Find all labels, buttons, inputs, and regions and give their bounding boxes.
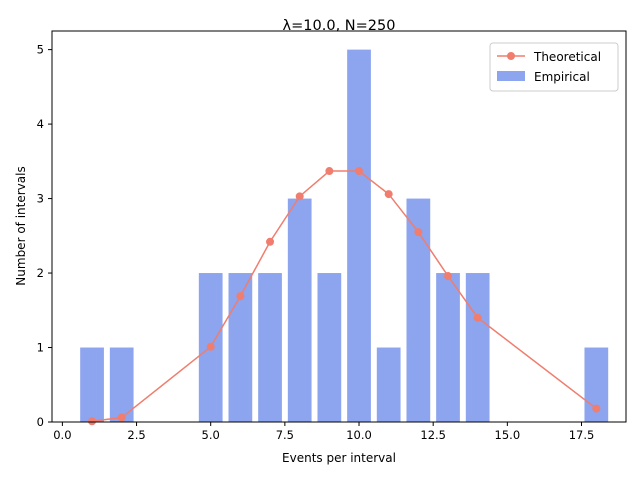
theoretical-point-7: [266, 237, 275, 246]
bar-13: [436, 273, 460, 422]
bar-7: [258, 273, 282, 422]
bar-10: [347, 49, 371, 423]
bar-1: [80, 347, 104, 422]
plot-frame: [51, 30, 627, 423]
legend-theoretical-label: Theoretical: [533, 50, 601, 64]
theoretical-line: [91, 170, 597, 423]
x-tick-label: 12.5: [420, 428, 446, 442]
theoretical-point-13: [444, 272, 453, 281]
y-axis: 0 1 2 3 4 5: [37, 43, 52, 429]
chart-title: λ=10.0, N=250: [283, 18, 396, 34]
theoretical-point-1: [88, 417, 97, 426]
line-series-theoretical: [88, 167, 601, 426]
bar-14: [465, 273, 490, 422]
theoretical-point-5: [206, 342, 215, 351]
theoretical-point-6: [236, 292, 245, 301]
bar-series-empirical: [80, 49, 609, 423]
legend-empirical-label: Empirical: [534, 70, 590, 84]
bar-6: [228, 273, 253, 422]
x-axis: 0.0 2.5 5.0 7.5 10.0 12.5 15.0 17.5: [53, 422, 594, 442]
bar-8: [287, 198, 312, 422]
x-tick-label: 5.0: [202, 428, 220, 442]
theoretical-point-9: [325, 167, 334, 176]
y-axis-label: Number of intervals: [14, 166, 28, 285]
theoretical-point-12: [414, 228, 423, 237]
theoretical-point-11: [384, 190, 393, 199]
legend: Theoretical Empirical: [489, 42, 619, 92]
y-tick-label: 0: [37, 415, 44, 429]
theoretical-point-8: [295, 192, 304, 201]
bar-11: [376, 347, 401, 422]
bar-2: [109, 347, 134, 422]
theoretical-point-18: [592, 404, 601, 413]
x-tick-label: 0.0: [53, 428, 71, 442]
bar-9: [317, 273, 342, 422]
y-tick-label: 5: [37, 43, 44, 57]
legend-theoretical-marker: [507, 52, 515, 60]
theoretical-point-14: [473, 313, 482, 322]
x-tick-label: 2.5: [127, 428, 145, 442]
y-tick-label: 3: [37, 192, 44, 206]
x-axis-label: Events per interval: [282, 451, 396, 465]
theoretical-point-2: [117, 413, 126, 422]
x-tick-label: 17.5: [569, 428, 595, 442]
theoretical-point-10: [355, 167, 364, 176]
y-tick-label: 2: [37, 266, 44, 280]
y-tick-label: 1: [37, 341, 44, 355]
bar-12: [406, 198, 431, 422]
x-tick-label: 10.0: [346, 428, 372, 442]
y-tick-label: 4: [37, 117, 44, 131]
x-tick-label: 7.5: [276, 428, 294, 442]
x-tick-label: 15.0: [495, 428, 521, 442]
legend-empirical-swatch: [497, 71, 525, 81]
